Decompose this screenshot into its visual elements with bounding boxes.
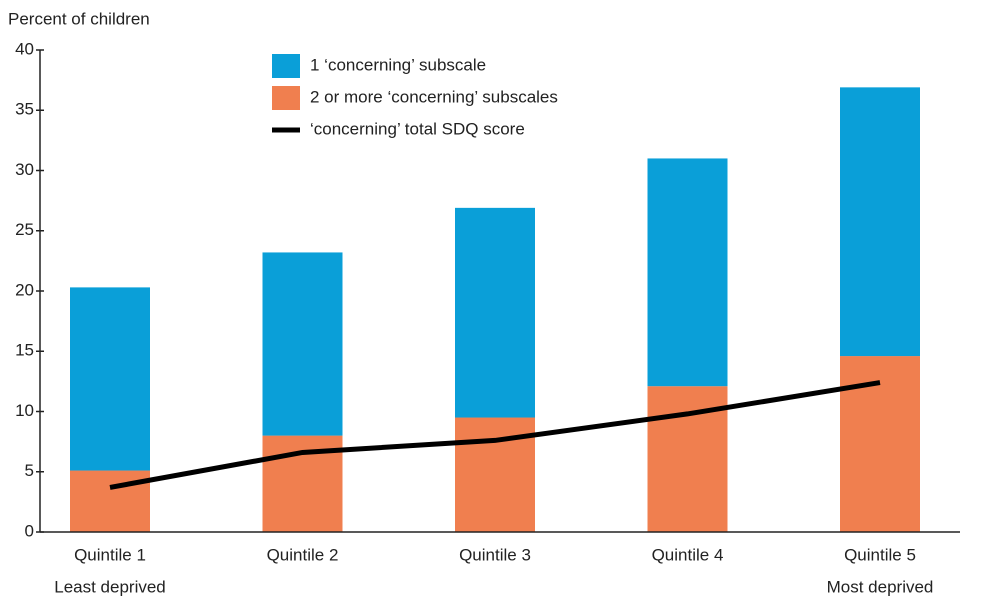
- y-tick-label: 30: [15, 160, 34, 179]
- legend-label: 1 ‘concerning’ subscale: [310, 55, 486, 74]
- legend-swatch: [272, 86, 300, 110]
- y-tick-label: 40: [15, 39, 34, 58]
- bar-segment: [70, 470, 150, 532]
- bar-segment: [840, 87, 920, 357]
- y-tick-label: 0: [25, 521, 34, 540]
- bar-segment: [262, 252, 343, 436]
- y-tick-label: 5: [25, 461, 34, 480]
- y-tick-label: 20: [15, 280, 34, 299]
- legend-swatch: [272, 54, 300, 78]
- bar-segment: [647, 158, 728, 387]
- x-tick-label: Quintile 3: [459, 545, 531, 564]
- x-tick-label: Quintile 1: [74, 545, 146, 564]
- bar-segment: [840, 356, 920, 532]
- bar-segment: [455, 207, 535, 418]
- y-tick-label: 35: [15, 100, 34, 119]
- y-tick-label: 10: [15, 401, 34, 420]
- bar-segment: [70, 287, 150, 471]
- legend-label: 2 or more ‘concerning’ subscales: [310, 87, 558, 106]
- x-tick-label: Quintile 5: [844, 545, 916, 564]
- y-tick-label: 15: [15, 341, 34, 360]
- y-axis-label: Percent of children: [8, 9, 150, 28]
- x-tick-sublabel: Most deprived: [827, 577, 934, 596]
- x-tick-label: Quintile 2: [267, 545, 339, 564]
- line-series: [109, 380, 881, 490]
- x-tick-sublabel: Least deprived: [54, 577, 166, 596]
- y-tick-label: 25: [15, 220, 34, 239]
- x-tick-label: Quintile 4: [652, 545, 724, 564]
- legend-label: ‘concerning’ total SDQ score: [310, 119, 525, 138]
